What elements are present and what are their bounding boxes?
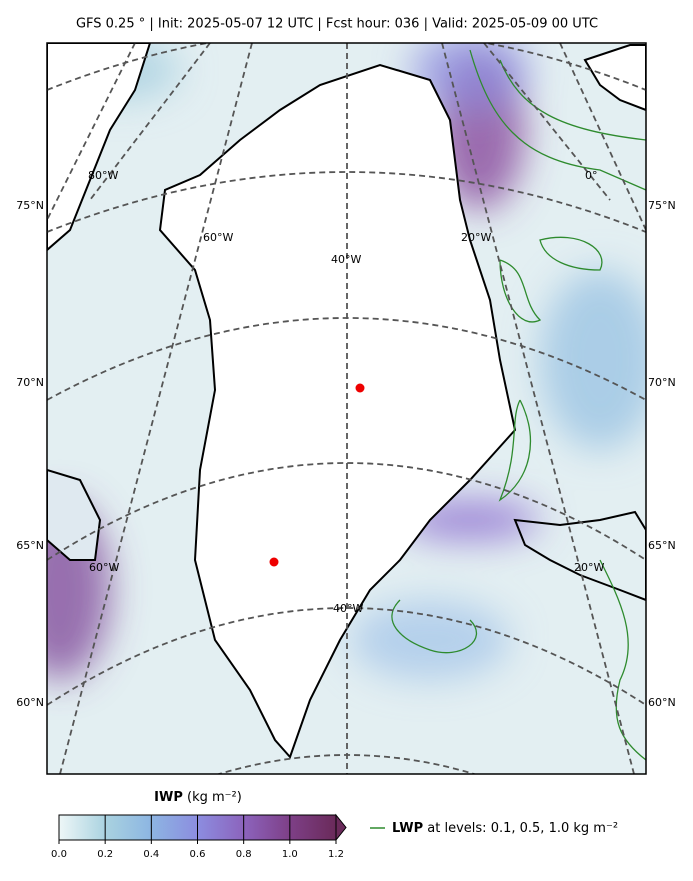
colorbar-label-bold: IWP	[154, 790, 183, 805]
greenland-coast	[158, 63, 517, 759]
map	[47, 43, 646, 774]
iceland-coast	[513, 510, 646, 602]
colorbar-extend	[335, 813, 347, 842]
colorbar-tick-label: 1.2	[328, 849, 344, 860]
lon-label: 60°W	[89, 561, 119, 574]
canada-coast	[47, 43, 152, 252]
colorbar-tick-label: 0.8	[236, 849, 252, 860]
colorbar-tick-label: 0.0	[51, 849, 67, 860]
lat-label: 70°N	[648, 376, 676, 389]
lat-label: 75°N	[648, 199, 676, 212]
lon-label: 20°W	[461, 231, 491, 244]
baffin-coast	[47, 468, 102, 561]
lon-label: 0°	[585, 169, 598, 182]
lat-label: 60°N	[648, 696, 676, 709]
legend-text: LWP at levels: 0.1, 0.5, 1.0 kg m⁻²	[392, 821, 618, 836]
legend-rest: at levels: 0.1, 0.5, 1.0 kg m⁻²	[427, 821, 618, 836]
colorbar-label: IWP (kg m⁻²)	[154, 790, 242, 805]
map-labels: 75°N 75°N 70°N 70°N 65°N 65°N 60°N 60°N 80°W 60°W…	[16, 169, 675, 709]
lat-label: 75°N	[16, 199, 44, 212]
lon-label: 40°W	[331, 253, 361, 266]
map-frame	[46, 42, 647, 775]
colorbar-tick-label: 1.0	[282, 849, 298, 860]
lon-label: 80°W	[88, 169, 118, 182]
graticule	[47, 43, 646, 774]
title: GFS 0.25 ° | Init: 2025-05-07 12 UTC | F…	[76, 17, 598, 32]
colorbar-tick-label: 0.2	[97, 849, 113, 860]
lon-label: 20°W	[574, 561, 604, 574]
colorbar-tick-label: 0.4	[143, 849, 159, 860]
lat-label: 70°N	[16, 376, 44, 389]
station-marker	[355, 383, 365, 393]
colorbar-ticks: 0.0 0.2 0.4 0.6 0.8 1.0 1.2	[51, 815, 344, 860]
lat-label: 65°N	[16, 539, 44, 552]
lat-label: 60°N	[16, 696, 44, 709]
legend-bold: LWP	[392, 821, 423, 836]
lat-label: 65°N	[648, 539, 676, 552]
colorbar-tick-label: 0.6	[190, 849, 206, 860]
lon-label: 40°W	[333, 602, 363, 615]
colorbar-label-unit: (kg m⁻²)	[187, 790, 242, 805]
lon-label: 60°W	[203, 231, 233, 244]
station-marker	[269, 557, 279, 567]
